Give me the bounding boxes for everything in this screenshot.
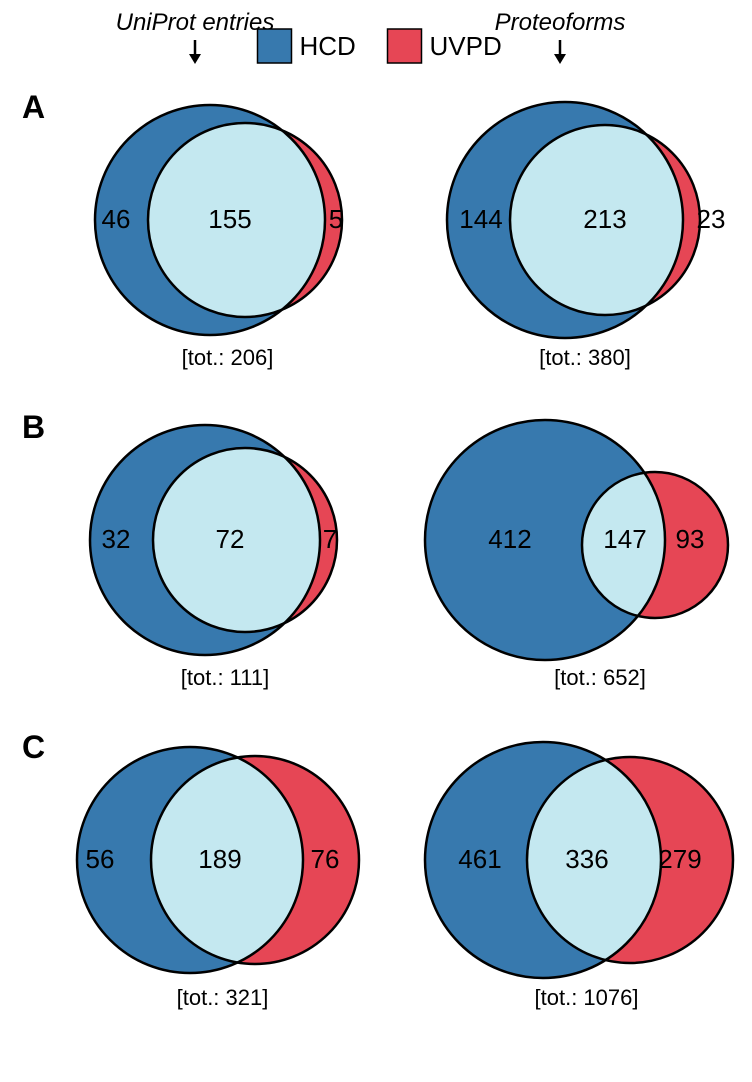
venn-A-right: 144 213 23 [tot.: 380] — [447, 102, 725, 370]
venn-C-left-total: [tot.: 321] — [177, 985, 269, 1010]
venn-B-left-overlap-value: 72 — [216, 524, 245, 554]
legend-label-hcd: HCD — [300, 31, 356, 61]
venn-C-left-hcd-only-value: 56 — [86, 844, 115, 874]
venn-A-left-overlap-value: 155 — [208, 204, 251, 234]
row-label-C: C — [22, 729, 45, 765]
row-label-B: B — [22, 409, 45, 445]
venn-A-right-overlap-value: 213 — [583, 204, 626, 234]
legend-label-uvpd: UVPD — [430, 31, 502, 61]
venn-A-right-hcd-only-value: 144 — [459, 204, 502, 234]
venn-A-left-total: [tot.: 206] — [182, 345, 274, 370]
venn-B-left-total: [tot.: 111] — [181, 665, 269, 690]
venn-A-right-uvpd-only-value: 23 — [697, 204, 726, 234]
venn-B-right-hcd-only-value: 412 — [488, 524, 531, 554]
venn-C-left-uvpd-only-value: 76 — [311, 844, 340, 874]
venn-B-left: 32 72 7 [tot.: 111] — [90, 425, 337, 690]
venn-B-right: 412 147 93 [tot.: 652] — [425, 420, 728, 690]
venn-C-left-overlap-value: 189 — [198, 844, 241, 874]
col-header-proteoforms-arrow-head — [554, 54, 566, 64]
col-header-uniprot-arrow-head — [189, 54, 201, 64]
col-header-uniprot: UniProt entries — [116, 9, 275, 36]
col-header-proteoforms: Proteoforms — [495, 9, 626, 36]
venn-C-right-hcd-only-value: 461 — [458, 844, 501, 874]
venn-A-right-total: [tot.: 380] — [539, 345, 631, 370]
venn-C-left: 56 189 76 [tot.: 321] — [77, 747, 359, 1010]
venn-B-right-total: [tot.: 652] — [554, 665, 646, 690]
venn-B-right-overlap-value: 147 — [603, 524, 646, 554]
venn-A-left-hcd-only-value: 46 — [102, 204, 131, 234]
venn-A-left: 46 155 5 [tot.: 206] — [95, 105, 343, 370]
venn-B-left-uvpd-only-value: 7 — [323, 524, 337, 554]
row-label-A: A — [22, 89, 45, 125]
venn-C-right: 461 336 279 [tot.: 1076] — [425, 742, 733, 1010]
venn-B-left-hcd-only-value: 32 — [102, 524, 131, 554]
venn-A-left-uvpd-only-value: 5 — [329, 204, 343, 234]
venn-B-right-uvpd-only-value: 93 — [676, 524, 705, 554]
venn-C-right-uvpd-only-value: 279 — [658, 844, 701, 874]
venn-C-right-total: [tot.: 1076] — [535, 985, 639, 1010]
legend-swatch-hcd — [258, 29, 292, 63]
venn-C-right-overlap-value: 336 — [565, 844, 608, 874]
legend-swatch-uvpd — [388, 29, 422, 63]
